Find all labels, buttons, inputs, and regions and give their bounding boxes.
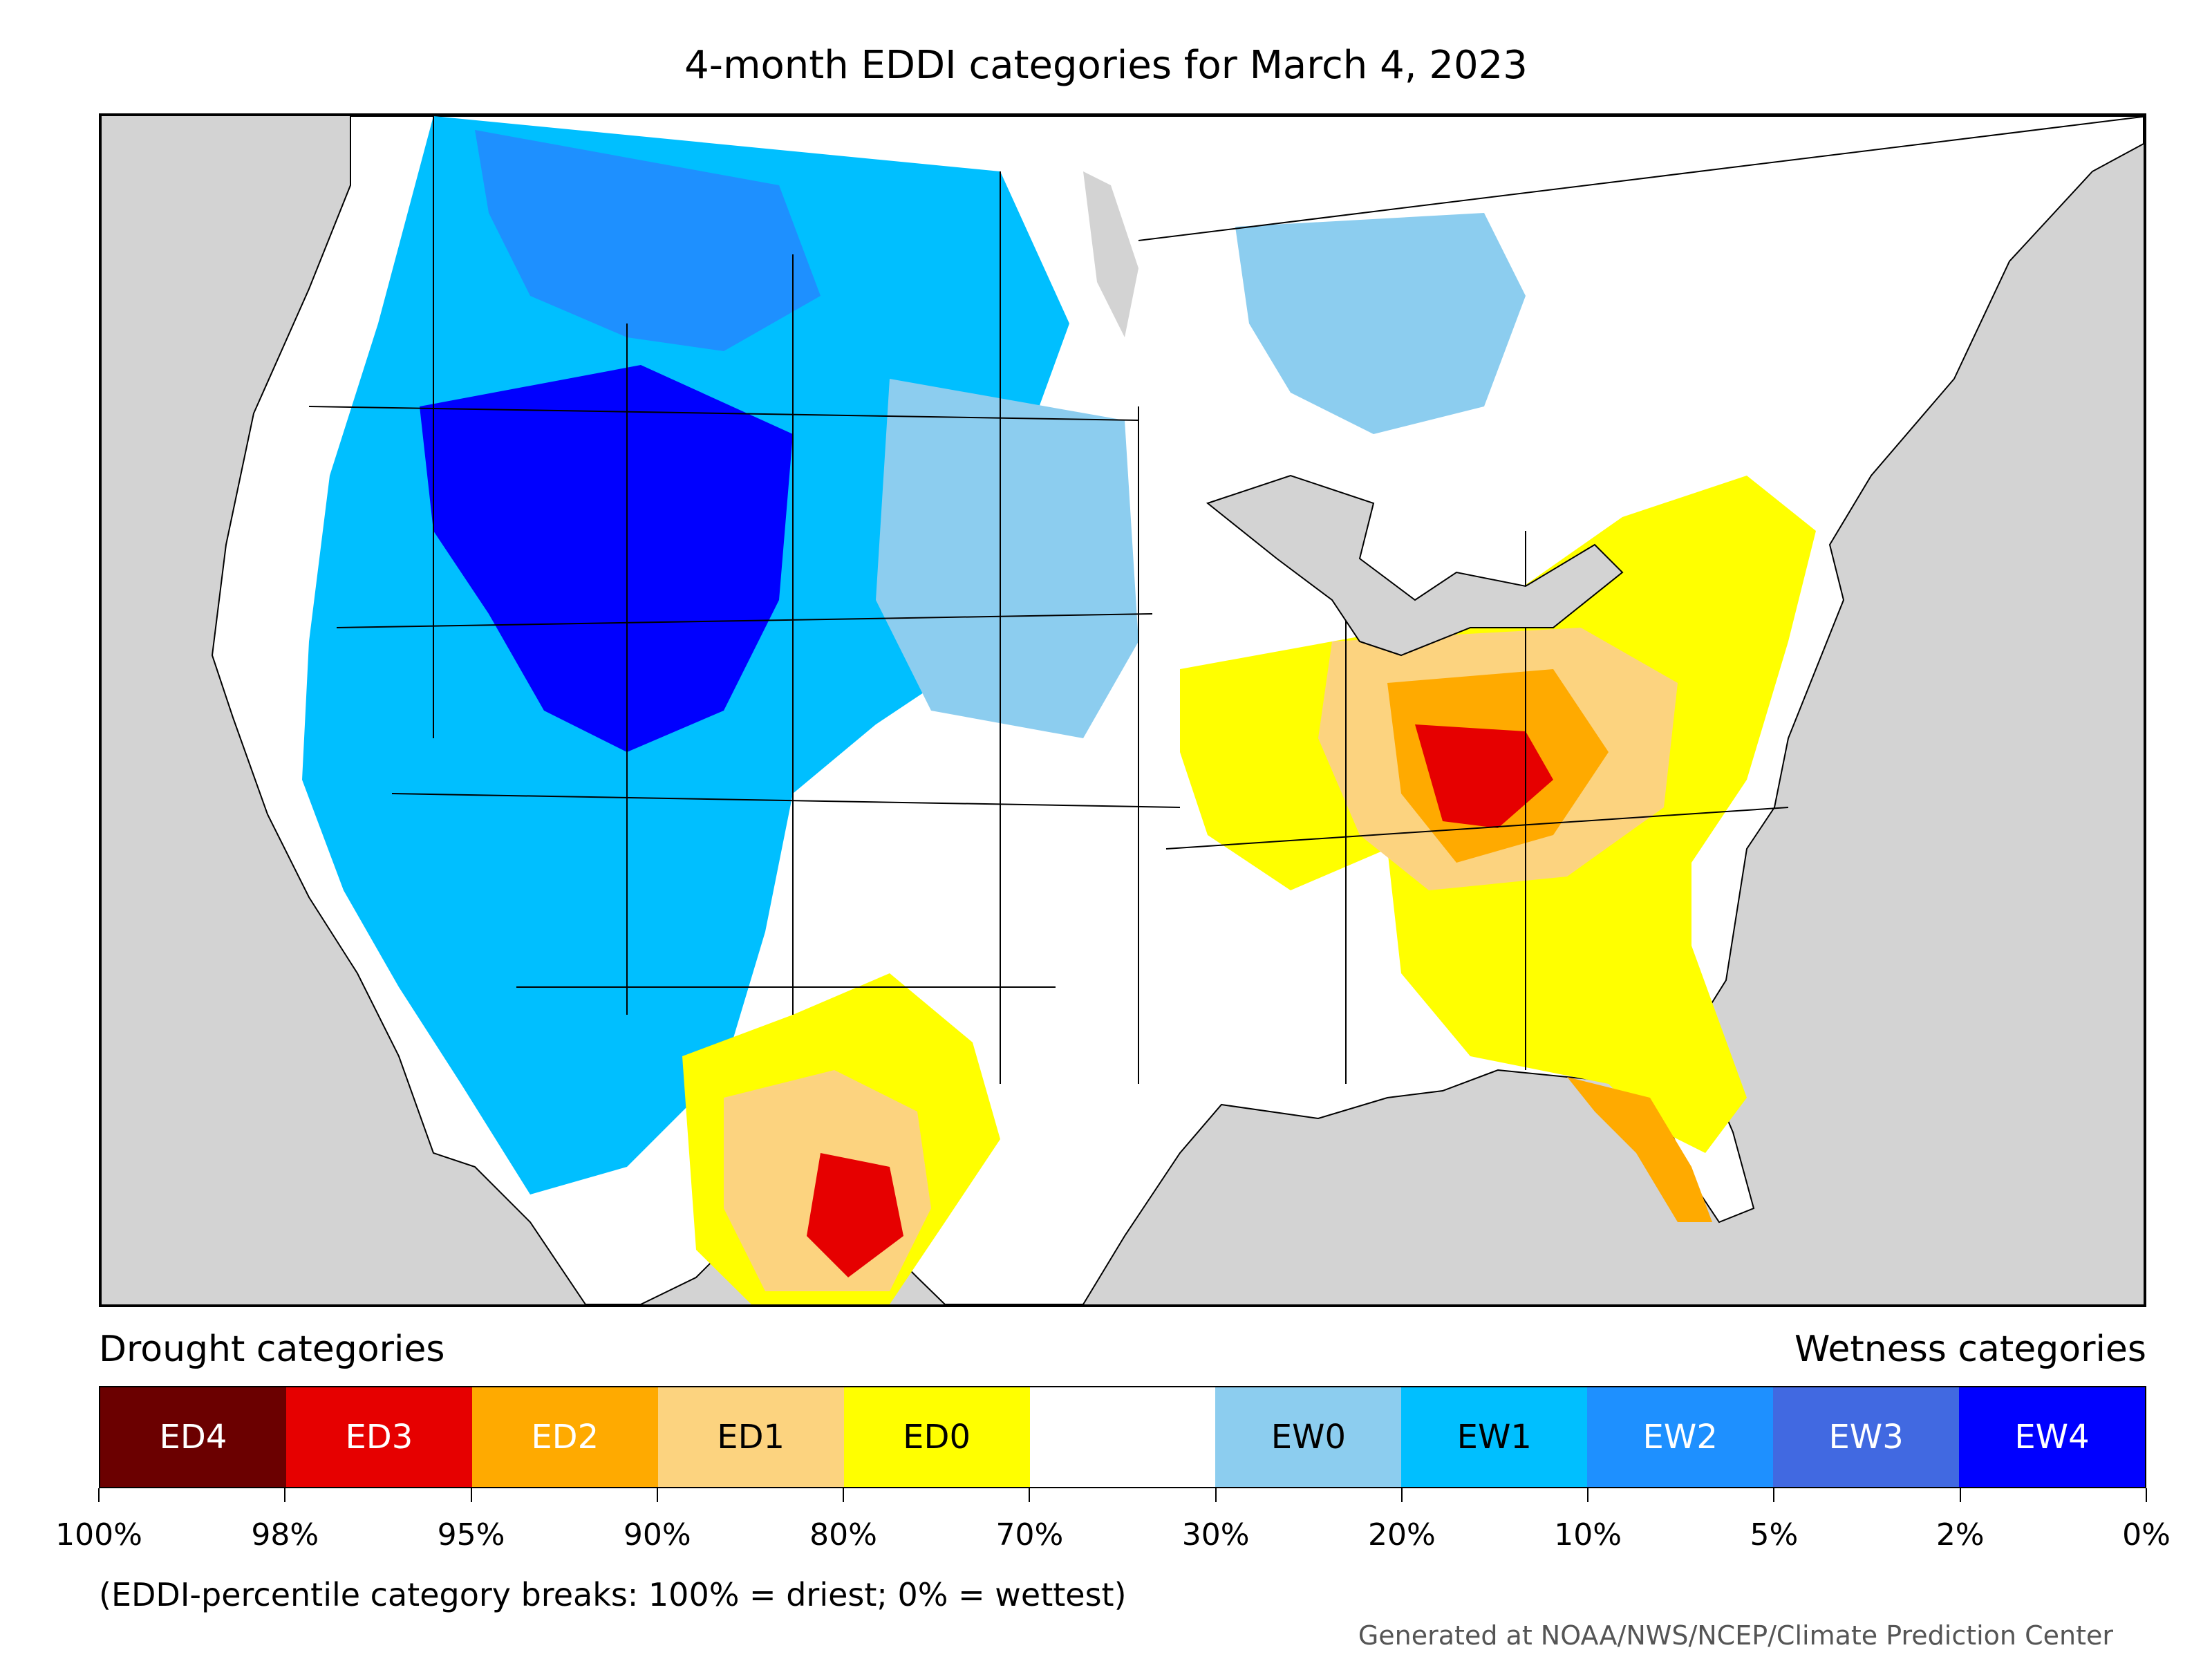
tick-label: 0% [2122,1517,2171,1553]
tick-mark [98,1488,100,1502]
category-ew3: EW3 [1773,1387,1960,1487]
tick-mark [1400,1488,1403,1502]
tick-mark [1959,1488,1961,1502]
tick-mark [470,1488,472,1502]
drought-categories-heading: Drought categories [99,1329,445,1370]
tick-mark [1587,1488,1589,1502]
wet-region-mid [876,379,1138,738]
category-ed1: ED1 [657,1387,844,1487]
category-ed4: ED4 [100,1387,286,1487]
dry-region-east-hot [1415,724,1553,828]
tick-mark [656,1488,658,1502]
tick-mark [1215,1488,1217,1502]
tick-label: 90% [623,1517,691,1553]
tick-label: 30% [1181,1517,1250,1553]
tick-label: 80% [809,1517,877,1553]
category-ed3: ED3 [285,1387,472,1487]
tick-mark [843,1488,845,1502]
tick-label: 70% [995,1517,1064,1553]
tick-label: 20% [1368,1517,1436,1553]
wet-region-core [420,365,793,752]
category-ew1: EW1 [1401,1387,1588,1487]
great-lakes [1206,474,1624,657]
map-title: 4-month EDDI categories for March 4, 202… [684,43,1528,88]
tick-label: 100% [55,1517,142,1553]
eddi-map [99,113,2146,1307]
tick-mark [1773,1488,1775,1502]
tick-mark [1029,1488,1031,1502]
tick-label: 10% [1554,1517,1622,1553]
wet-region-ring [475,130,821,351]
wetness-categories-heading: Wetness categories [1794,1329,2146,1370]
dry-region-florida [1567,1077,1712,1222]
state-borders [308,116,2144,1084]
tick-label: 95% [437,1517,505,1553]
tick-mark [284,1488,286,1502]
tick-label: 98% [251,1517,319,1553]
category-ew2: EW2 [1587,1387,1774,1487]
category-ew0: EW0 [1215,1387,1402,1487]
tick-label: 5% [1750,1517,1799,1553]
category-ed0: ED0 [843,1387,1030,1487]
tick-mark [2146,1488,2147,1502]
tick-label: 2% [1936,1517,1985,1553]
dry-region-southwest-hot [807,1153,903,1277]
credit-line: Generated at NOAA/NWS/NCEP/Climate Predi… [1358,1620,2113,1651]
category-colorbar: ED4 ED3 ED2 ED1 ED0 EW0 EW1 EW2 EW3 EW4 [99,1386,2146,1488]
category-ed2: ED2 [471,1387,658,1487]
wet-region-canada [1235,213,1526,434]
hudson-bay [1083,171,1138,337]
category-note: (EDDI-percentile category breaks: 100% =… [99,1576,1127,1613]
category-normal [1029,1387,1216,1487]
category-ew4: EW4 [1959,1387,2145,1487]
